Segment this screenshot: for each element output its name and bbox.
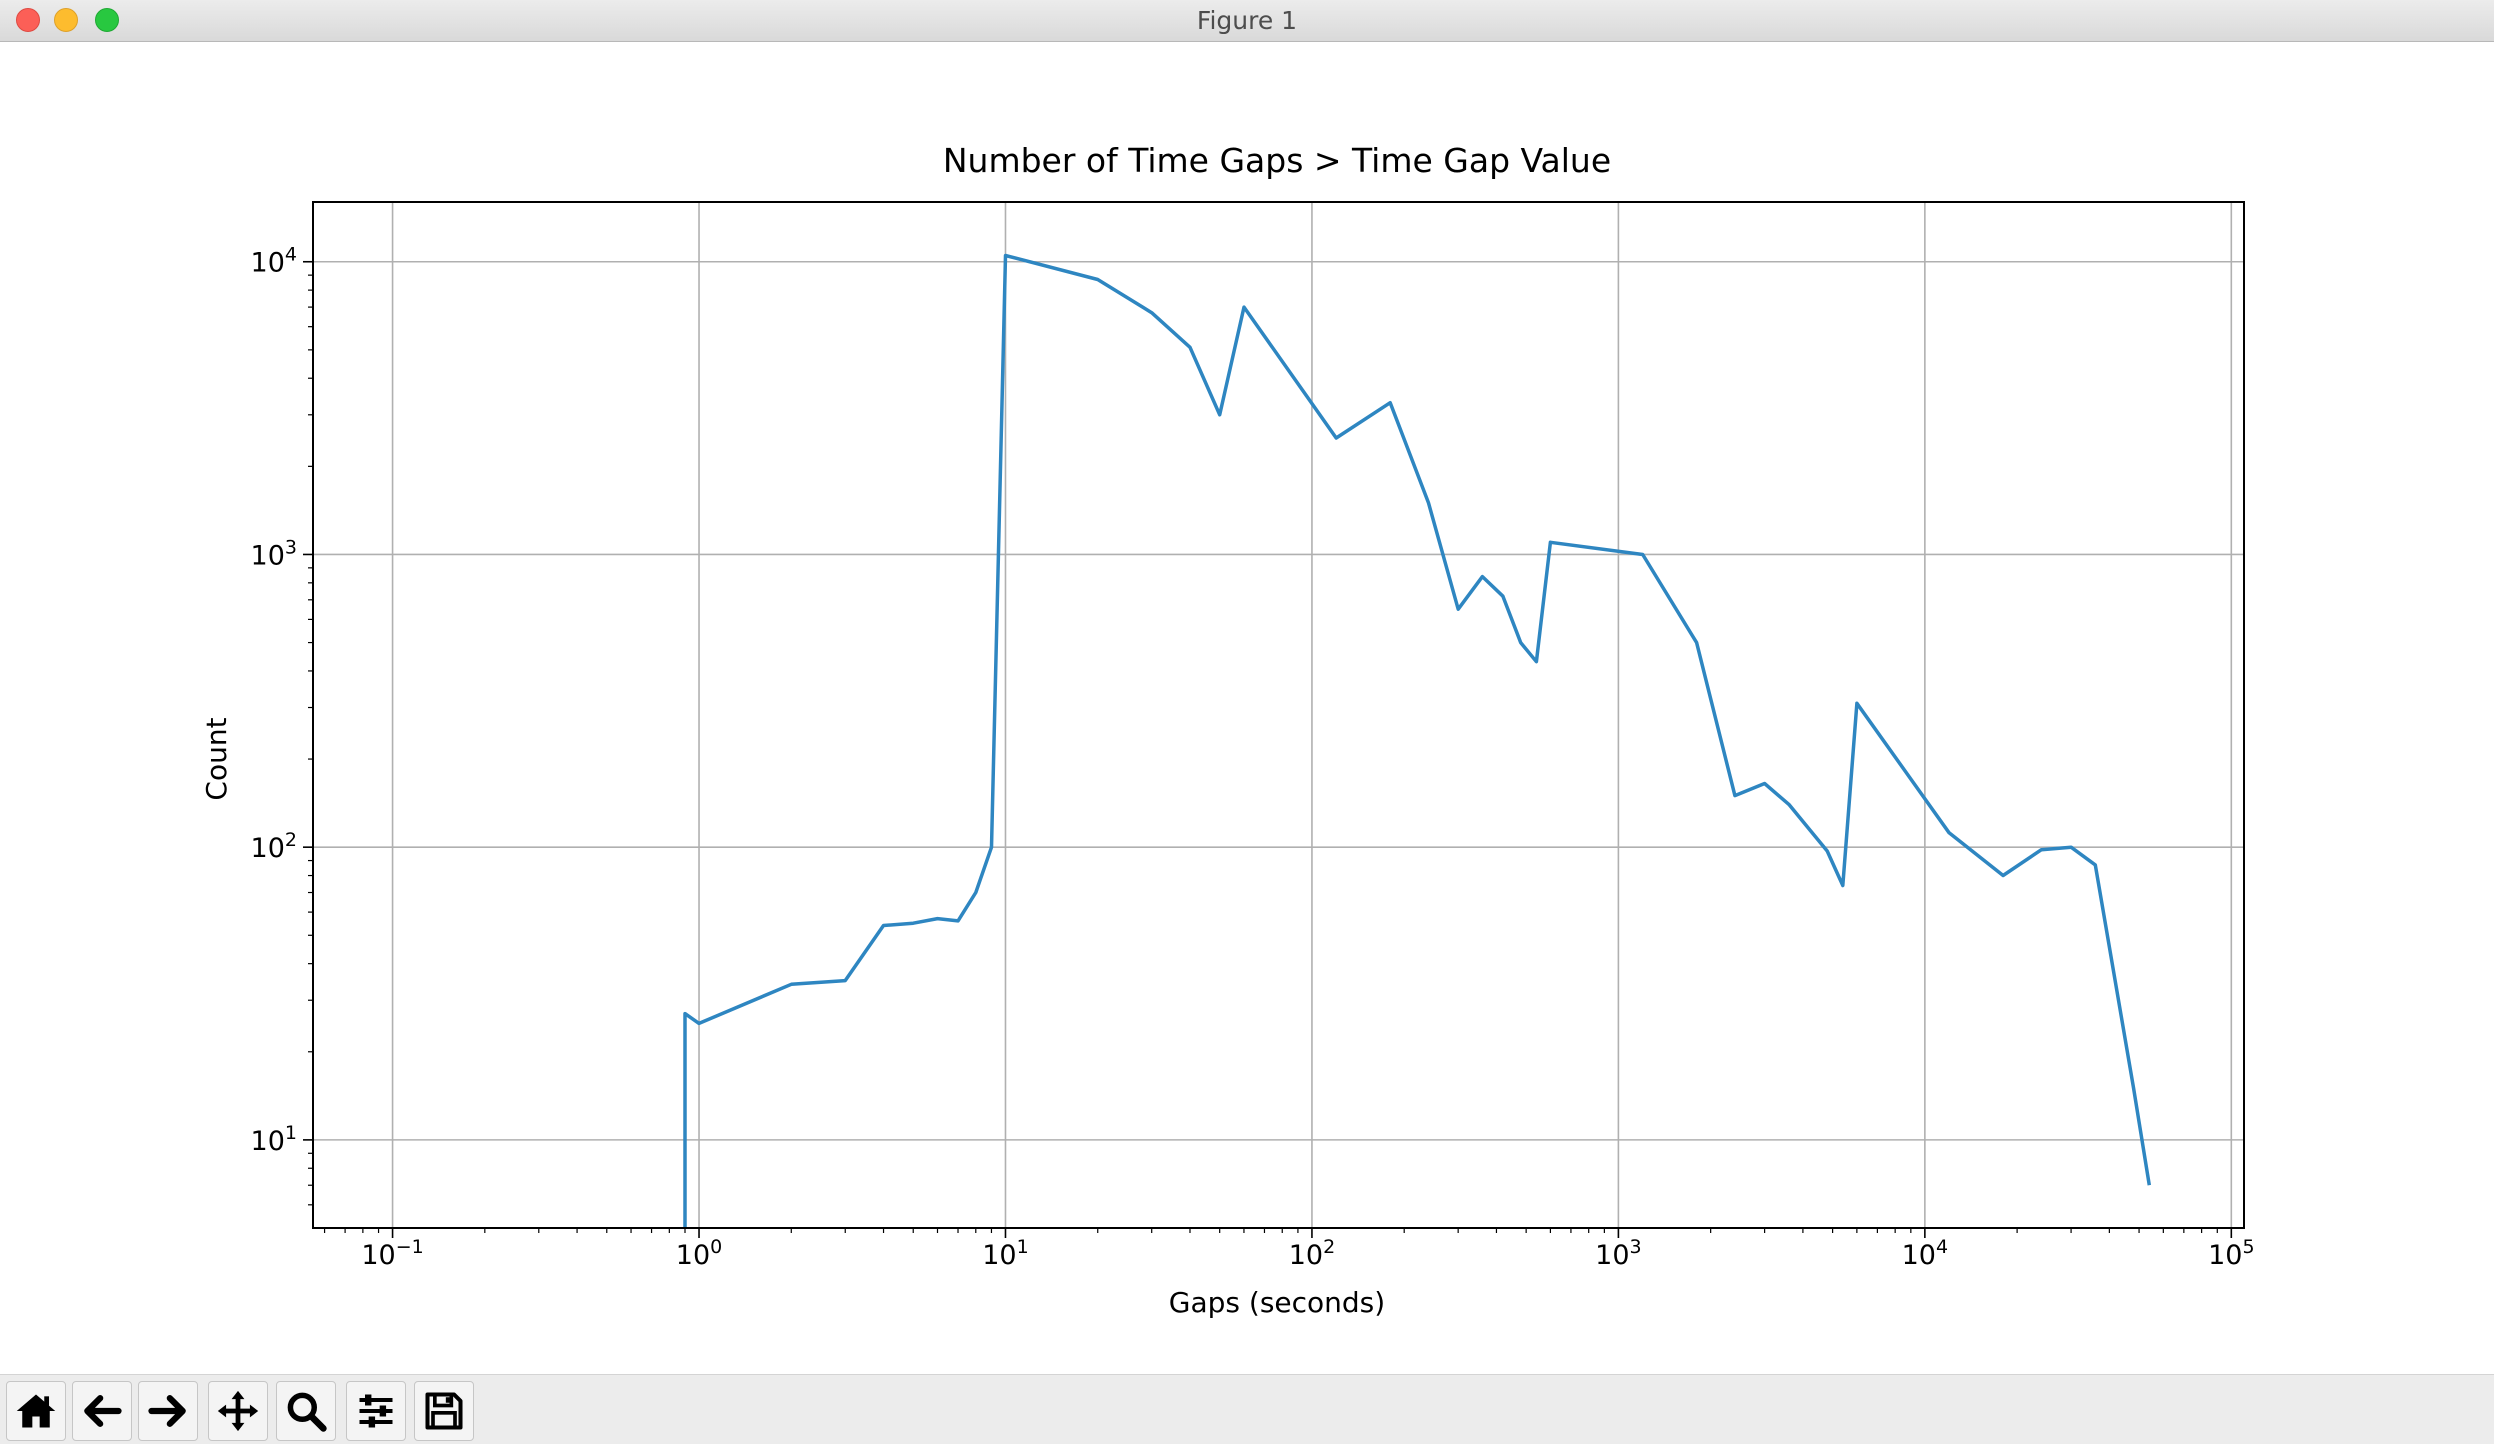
arrow-right-icon	[148, 1395, 186, 1427]
configure-subplots-button[interactable]	[346, 1381, 406, 1441]
y-tick-label: 102	[251, 829, 297, 864]
floppy-disk-icon	[425, 1392, 463, 1430]
y-tick-label: 103	[251, 536, 297, 571]
x-tick-label: 105	[2208, 1236, 2254, 1271]
x-tick-label: 100	[676, 1236, 722, 1271]
home-button[interactable]	[6, 1381, 66, 1441]
axis-ticks: 10−1 100 101 102 103 104 105 101 102 103 104	[251, 244, 2255, 1271]
x-axis-label: Gaps (seconds)	[1169, 1286, 1385, 1319]
window-titlebar: Figure 1	[0, 0, 2494, 42]
minor-ticks	[308, 274, 2218, 1233]
x-tick-label: 101	[982, 1236, 1028, 1271]
y-tick-label: 104	[251, 244, 297, 279]
x-tick-label: 10−1	[361, 1236, 423, 1271]
y-axis-label: Count	[200, 717, 233, 800]
magnifier-icon	[287, 1392, 327, 1432]
minimize-window-button[interactable]	[54, 8, 78, 32]
x-tick-label: 102	[1289, 1236, 1335, 1271]
close-window-button[interactable]	[16, 8, 40, 32]
sliders-icon	[359, 1394, 393, 1428]
y-tick-label: 101	[251, 1122, 297, 1157]
x-tick-label: 104	[1902, 1236, 1948, 1271]
navigation-toolbar	[0, 1374, 2494, 1444]
pan-button[interactable]	[208, 1381, 268, 1441]
zoom-window-button[interactable]	[95, 8, 119, 32]
arrow-left-icon	[84, 1395, 122, 1427]
grid	[313, 202, 2244, 1228]
move-icon	[217, 1390, 259, 1432]
window-title: Figure 1	[1196, 6, 1298, 35]
home-icon	[16, 1394, 56, 1428]
x-tick-label: 103	[1595, 1236, 1641, 1271]
back-button[interactable]	[72, 1381, 132, 1441]
zoom-button[interactable]	[276, 1381, 336, 1441]
save-button[interactable]	[414, 1381, 474, 1441]
line-chart: Number of Time Gaps > Time Gap Value 10−…	[200, 141, 2255, 1319]
figure-canvas[interactable]: Number of Time Gaps > Time Gap Value 10−…	[0, 42, 2494, 1374]
chart-title: Number of Time Gaps > Time Gap Value	[943, 141, 1611, 180]
forward-button[interactable]	[138, 1381, 198, 1441]
plot-frame	[312, 201, 2245, 1229]
series-line	[683, 253, 2152, 1228]
